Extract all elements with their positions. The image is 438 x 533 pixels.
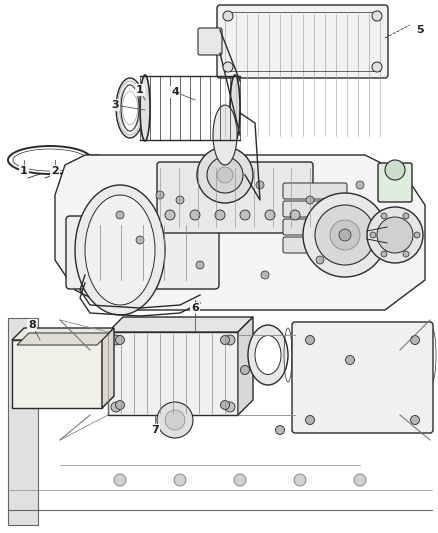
Circle shape (372, 62, 382, 72)
FancyBboxPatch shape (86, 155, 100, 165)
Circle shape (330, 220, 360, 250)
FancyBboxPatch shape (8, 318, 38, 525)
FancyBboxPatch shape (198, 28, 222, 55)
Ellipse shape (248, 325, 288, 385)
Polygon shape (12, 328, 114, 340)
FancyBboxPatch shape (66, 216, 219, 289)
Circle shape (157, 402, 193, 438)
Circle shape (116, 400, 124, 409)
FancyBboxPatch shape (283, 219, 347, 235)
Circle shape (354, 474, 366, 486)
Circle shape (240, 366, 250, 375)
Circle shape (165, 210, 175, 220)
Circle shape (303, 193, 387, 277)
Circle shape (381, 251, 387, 257)
Circle shape (114, 474, 126, 486)
FancyBboxPatch shape (157, 162, 313, 233)
Ellipse shape (75, 185, 165, 315)
FancyBboxPatch shape (283, 183, 347, 199)
Ellipse shape (140, 75, 150, 141)
Circle shape (316, 256, 324, 264)
Polygon shape (108, 317, 253, 332)
Circle shape (111, 335, 121, 345)
FancyBboxPatch shape (283, 201, 347, 217)
Text: 2: 2 (51, 166, 59, 176)
Circle shape (306, 196, 314, 204)
Circle shape (305, 335, 314, 344)
Circle shape (356, 181, 364, 189)
Text: 7: 7 (151, 425, 159, 435)
Circle shape (234, 474, 246, 486)
Ellipse shape (213, 105, 237, 165)
Circle shape (410, 335, 420, 344)
Circle shape (217, 167, 233, 183)
Polygon shape (12, 396, 114, 408)
Circle shape (256, 181, 264, 189)
Circle shape (220, 400, 230, 409)
Circle shape (165, 410, 185, 430)
Circle shape (339, 229, 351, 241)
Circle shape (414, 232, 420, 238)
Circle shape (346, 356, 354, 365)
Circle shape (305, 416, 314, 424)
Ellipse shape (85, 195, 155, 305)
Circle shape (403, 251, 409, 257)
Text: 4: 4 (171, 87, 179, 97)
Circle shape (240, 210, 250, 220)
Text: 1: 1 (20, 166, 28, 176)
Circle shape (220, 335, 230, 344)
Text: 1: 1 (136, 85, 144, 95)
Circle shape (372, 11, 382, 21)
Ellipse shape (121, 85, 139, 131)
Circle shape (370, 232, 376, 238)
Ellipse shape (116, 78, 144, 138)
Circle shape (111, 402, 121, 412)
Circle shape (176, 196, 184, 204)
Circle shape (174, 474, 186, 486)
Circle shape (294, 474, 306, 486)
Text: 6: 6 (191, 303, 199, 313)
Circle shape (116, 211, 124, 219)
Circle shape (385, 160, 405, 180)
Polygon shape (17, 333, 109, 345)
Circle shape (377, 217, 413, 253)
Circle shape (156, 191, 164, 199)
Circle shape (197, 147, 253, 203)
Circle shape (290, 210, 300, 220)
FancyBboxPatch shape (378, 163, 412, 202)
Ellipse shape (230, 75, 240, 141)
Circle shape (225, 335, 235, 345)
FancyBboxPatch shape (292, 322, 433, 433)
Circle shape (207, 157, 243, 193)
Circle shape (116, 335, 124, 344)
Circle shape (136, 236, 144, 244)
Polygon shape (238, 317, 253, 415)
Text: 3: 3 (111, 100, 119, 110)
FancyBboxPatch shape (108, 332, 238, 415)
Circle shape (367, 207, 423, 263)
Polygon shape (102, 328, 114, 408)
Circle shape (403, 213, 409, 219)
Circle shape (276, 425, 285, 434)
Circle shape (223, 11, 233, 21)
Polygon shape (55, 155, 425, 310)
Circle shape (410, 416, 420, 424)
Text: 5: 5 (416, 25, 424, 35)
Circle shape (196, 261, 204, 269)
Circle shape (315, 205, 375, 265)
Circle shape (381, 213, 387, 219)
Circle shape (225, 402, 235, 412)
FancyBboxPatch shape (283, 237, 347, 253)
Ellipse shape (255, 335, 281, 375)
Polygon shape (12, 340, 102, 408)
Circle shape (190, 210, 200, 220)
Circle shape (261, 271, 269, 279)
Circle shape (265, 210, 275, 220)
Text: 8: 8 (28, 320, 36, 330)
FancyBboxPatch shape (217, 5, 388, 78)
Circle shape (223, 62, 233, 72)
Circle shape (215, 210, 225, 220)
